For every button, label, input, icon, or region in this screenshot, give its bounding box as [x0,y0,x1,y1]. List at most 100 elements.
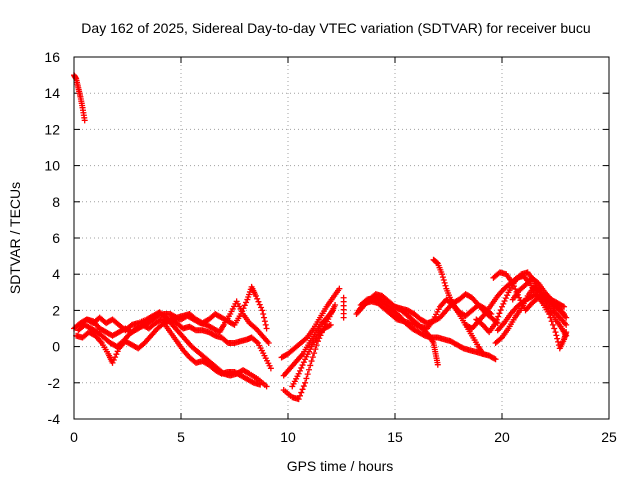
data-point [501,297,508,304]
x-tick-label: 5 [177,429,185,445]
data-point [496,310,503,317]
data-point [258,304,265,311]
y-tick-label: 0 [52,339,60,355]
data-point [304,371,311,378]
data-point [298,364,305,371]
data-point [332,301,339,308]
data-point [563,321,570,328]
data-point [252,292,259,299]
data-point [296,367,303,374]
data-point [299,386,306,393]
y-tick-label: 10 [44,158,60,174]
data-point [552,329,559,336]
data-point [295,396,302,403]
data-point [263,325,270,332]
chart-title: Day 162 of 2025, Sidereal Day-to-day VTE… [81,20,590,36]
data-point [509,280,516,287]
data-point [327,321,334,328]
data-point [299,362,306,369]
data-point [295,370,302,377]
grid-lines [74,57,609,419]
data-point [555,338,562,345]
data-point [553,332,560,339]
data-point [499,303,505,310]
data-point [243,299,250,306]
data-point [308,358,315,365]
data-point [109,359,116,366]
data-point [441,279,448,286]
plot-frame [73,56,610,420]
y-axis-label: SDTVAR / TECUs [7,182,23,294]
data-point [559,303,566,310]
data-point [110,356,117,363]
data-point [551,325,558,332]
y-tick-label: 6 [52,230,60,246]
data-point [493,316,500,323]
y-tick-label: 4 [52,266,60,282]
data-point [296,392,303,399]
data-point [439,274,446,281]
y-tick-label: 2 [52,302,60,318]
data-point [500,300,507,307]
data-point [237,311,244,318]
data-point [300,359,307,366]
data-point [305,366,312,373]
data-point [326,322,333,329]
data-point [300,383,307,390]
data-point [492,320,499,327]
data-point [502,295,509,302]
data-points [71,72,570,403]
data-point [439,271,446,278]
data-point [239,308,246,315]
data-point [260,311,267,318]
data-point [261,318,268,325]
data-point [241,302,248,309]
x-tick-label: 10 [280,429,296,445]
data-point [495,313,502,320]
data-point [309,354,316,361]
y-tick-label: -4 [48,411,61,427]
x-tick-label: 25 [601,429,617,445]
y-tick-label: 14 [44,85,60,101]
data-point [340,314,347,321]
x-tick-label: 0 [70,429,78,445]
data-point [442,282,449,289]
data-point [492,356,499,363]
data-point [259,307,266,314]
data-point [548,318,555,325]
data-point [312,346,319,353]
data-point [267,365,274,372]
x-tick-label: 15 [387,429,403,445]
data-point [254,295,261,302]
data-point [302,379,309,386]
data-point [434,361,441,368]
data-point [554,335,561,342]
data-point [563,314,570,321]
data-point [253,338,260,345]
data-point [256,301,263,308]
x-axis-label: GPS time / hours [287,458,394,474]
y-tick-label: 12 [44,121,60,137]
data-point [112,354,119,361]
data-point [257,381,264,388]
data-point [336,285,343,292]
data-point [262,321,269,328]
data-point [504,292,511,299]
data-point [561,311,568,318]
data-point [512,286,519,293]
data-point [563,332,570,339]
data-point [497,307,504,314]
data-point [265,339,272,346]
y-tick-label: 8 [52,194,60,210]
axis-ticks: 0 5 10 15 20 25 -4 -2 0 2 4 6 8 10 12 14 16 [44,49,617,445]
data-point [491,355,498,362]
data-point [510,283,517,290]
data-point [488,311,495,318]
data-point [81,117,88,124]
data-point [311,350,318,357]
data-point [240,305,247,312]
data-point [263,383,270,390]
x-tick-label: 20 [494,429,510,445]
y-tick-label: -2 [48,375,61,391]
